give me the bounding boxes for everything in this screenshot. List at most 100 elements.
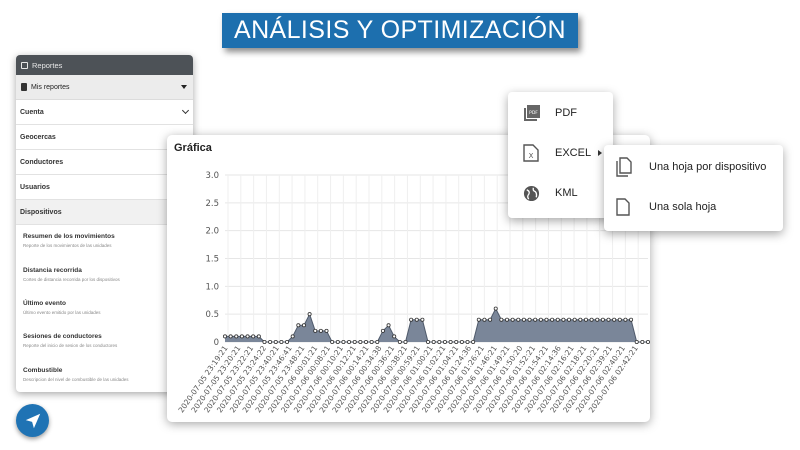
sidebar-item-label: Dispositivos bbox=[20, 208, 62, 216]
report-title: Sesiones de conductores bbox=[23, 333, 102, 340]
data-point bbox=[256, 334, 261, 339]
data-point bbox=[262, 339, 267, 344]
page-banner-title: ANÁLISIS Y OPTIMIZACIÓN bbox=[222, 13, 578, 48]
reports-selector[interactable]: Mis reportes bbox=[16, 75, 193, 100]
svg-text:X: X bbox=[529, 152, 534, 160]
data-point bbox=[347, 339, 352, 344]
data-point bbox=[223, 334, 228, 339]
y-tick-label: 0.5 bbox=[205, 310, 219, 320]
report-item-combustible[interactable]: Combustible Descripcion del nivel de com… bbox=[23, 367, 129, 382]
excel-submenu: Una hoja por dispositivo Una sola hoja bbox=[604, 145, 783, 231]
data-point bbox=[268, 339, 273, 344]
data-point bbox=[239, 334, 244, 339]
data-point bbox=[285, 339, 290, 344]
data-point bbox=[386, 323, 391, 328]
clipboard-icon bbox=[21, 83, 27, 91]
data-point bbox=[510, 317, 515, 322]
report-title: Combustible bbox=[23, 367, 63, 374]
data-point bbox=[572, 317, 577, 322]
data-point bbox=[380, 328, 385, 333]
data-point bbox=[313, 328, 318, 333]
page-icon bbox=[616, 198, 630, 216]
data-point bbox=[318, 328, 323, 333]
data-point bbox=[561, 317, 566, 322]
data-point bbox=[363, 339, 368, 344]
data-point bbox=[527, 317, 532, 322]
report-desc: Cortes de distancia recorrida por los di… bbox=[23, 277, 120, 282]
data-point bbox=[482, 317, 487, 322]
data-point bbox=[499, 317, 504, 322]
report-desc: Reporte del inicio de sesion de los cond… bbox=[23, 343, 118, 348]
data-point bbox=[341, 339, 346, 344]
export-pdf-item[interactable]: PDF PDF bbox=[508, 96, 613, 130]
sidebar-item-label: Usuarios bbox=[20, 183, 50, 191]
data-point bbox=[567, 317, 572, 322]
data-point bbox=[330, 339, 335, 344]
data-point bbox=[600, 317, 605, 322]
menu-item-label: PDF bbox=[555, 107, 577, 119]
data-point bbox=[392, 334, 397, 339]
data-point bbox=[228, 334, 233, 339]
data-point bbox=[301, 323, 306, 328]
export-kml-item[interactable]: KML bbox=[508, 176, 613, 210]
data-point bbox=[516, 317, 521, 322]
report-item-resumen[interactable]: Resumen de los movimientos Reporte de lo… bbox=[23, 233, 115, 248]
submenu-item-label: Una sola hoja bbox=[649, 201, 717, 213]
data-point bbox=[234, 334, 239, 339]
export-excel-item[interactable]: X EXCEL bbox=[508, 136, 613, 170]
report-title: Resumen de los movimientos bbox=[23, 233, 115, 240]
data-point bbox=[538, 317, 543, 322]
sidebar-item-conductores[interactable]: Conductores bbox=[16, 150, 193, 175]
series-line bbox=[225, 307, 648, 343]
chart-title: Gráfica bbox=[174, 142, 212, 154]
submenu-item-label: Una hoja por dispositivo bbox=[649, 161, 767, 173]
navigation-button[interactable] bbox=[16, 404, 49, 437]
data-point bbox=[612, 317, 617, 322]
excel-sheet-per-device-item[interactable]: Una hoja por dispositivo bbox=[604, 149, 783, 185]
sidebar-item-usuarios[interactable]: Usuarios bbox=[16, 175, 193, 200]
data-point bbox=[645, 339, 650, 344]
multi-page-icon bbox=[616, 157, 632, 177]
report-item-sesiones[interactable]: Sesiones de conductores Reporte del inic… bbox=[23, 333, 117, 348]
report-item-ultimo-evento[interactable]: Último evento Último evento emitido por … bbox=[23, 300, 101, 315]
export-menu: PDF PDF X EXCEL KML bbox=[508, 92, 613, 218]
sidebar-item-geocercas[interactable]: Geocercas bbox=[16, 125, 193, 150]
data-point bbox=[493, 306, 498, 311]
data-point bbox=[623, 317, 628, 322]
data-point bbox=[544, 317, 549, 322]
data-point bbox=[335, 339, 340, 344]
data-point bbox=[459, 339, 464, 344]
data-point bbox=[426, 339, 431, 344]
data-point bbox=[476, 317, 481, 322]
report-desc: Descripcion del nivel de combustible de … bbox=[23, 377, 129, 382]
data-point bbox=[358, 339, 363, 344]
data-point bbox=[375, 339, 380, 344]
data-point bbox=[403, 339, 408, 344]
excel-icon: X bbox=[523, 144, 539, 162]
sidebar-item-label: Geocercas bbox=[20, 133, 56, 141]
report-desc: Reporte de los movimientos de las unidad… bbox=[23, 243, 112, 248]
data-point bbox=[583, 317, 588, 322]
sidebar-item-cuenta[interactable]: Cuenta bbox=[16, 100, 193, 125]
report-item-distancia[interactable]: Distancia recorrida Cortes de distancia … bbox=[23, 267, 120, 282]
area-fill bbox=[225, 308, 648, 342]
pdf-icon: PDF bbox=[524, 105, 540, 121]
data-point bbox=[324, 328, 329, 333]
data-point bbox=[504, 317, 509, 322]
data-point bbox=[606, 317, 611, 322]
excel-single-sheet-item[interactable]: Una sola hoja bbox=[604, 189, 783, 225]
data-point bbox=[448, 339, 453, 344]
data-point bbox=[420, 317, 425, 322]
data-point bbox=[251, 334, 256, 339]
sidebar-item-dispositivos[interactable]: Dispositivos bbox=[16, 200, 193, 225]
data-point bbox=[296, 323, 301, 328]
sidebar-header: Reportes bbox=[16, 55, 193, 75]
y-tick-label: 2.5 bbox=[205, 199, 219, 209]
y-tick-label: 0 bbox=[214, 338, 219, 348]
data-point bbox=[488, 317, 493, 322]
svg-text:PDF: PDF bbox=[529, 110, 538, 116]
y-tick-label: 1.0 bbox=[205, 282, 219, 292]
chevron-down-icon bbox=[181, 106, 190, 115]
data-point bbox=[629, 317, 634, 322]
